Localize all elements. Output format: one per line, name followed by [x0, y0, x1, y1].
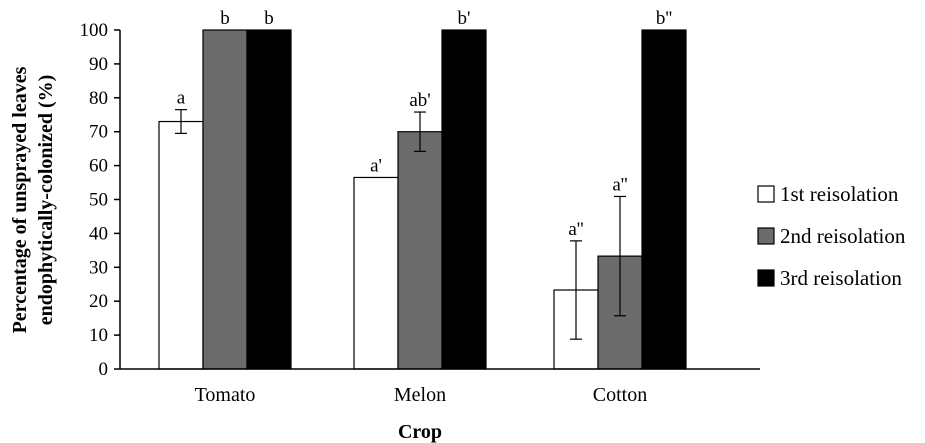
bar-tomato-series-1	[158, 120, 204, 370]
significance-label: a''	[568, 219, 583, 240]
axis-titles: Crop Percentage of unsprayed leaves endo…	[9, 66, 442, 443]
bar-melon-series-1	[353, 176, 399, 370]
significance-label: a	[177, 88, 186, 109]
legend-label-2: 2nd reisolation	[780, 224, 906, 248]
legend-label-1: 1st reisolation	[780, 182, 899, 206]
y-axis: 0 10 20 30 40 50 60 70 80 90 100	[80, 20, 121, 380]
legend-label-3: 3rd reisolation	[780, 266, 902, 290]
legend: 1st reisolation 2nd reisolation 3rd reisol…	[757, 182, 906, 290]
significance-label: b''	[656, 8, 672, 29]
x-category-label: Melon	[394, 384, 446, 406]
y-axis-title-line-2: endophytically-colonized (%)	[35, 75, 57, 326]
y-tick-label: 20	[89, 291, 108, 312]
y-tick-label: 70	[89, 122, 108, 143]
legend-swatch-2	[757, 227, 775, 245]
x-category-label: Tomato	[195, 384, 256, 406]
bar-melon-series-2	[397, 131, 443, 370]
significance-label: ab'	[409, 90, 430, 111]
y-tick-label: 90	[89, 54, 108, 75]
x-axis-title: Crop	[398, 421, 442, 443]
significance-label: a'	[370, 155, 382, 176]
legend-swatch-1	[757, 185, 775, 203]
y-tick-label: 60	[89, 156, 108, 177]
bar-cotton-series-3	[641, 29, 687, 370]
y-tick-label: 10	[89, 325, 108, 346]
x-axis: Tomato Melon Cotton	[120, 368, 760, 406]
y-axis-title-line-1: Percentage of unsprayed leaves	[9, 66, 31, 333]
significance-labels-layer: a a' a'' b ab' a'' b b' b''	[177, 8, 672, 240]
significance-label: a''	[612, 174, 627, 195]
y-tick-label: 100	[80, 20, 109, 41]
bars-layer	[158, 29, 687, 370]
y-tick-label: 30	[89, 257, 108, 278]
bar-melon-series-3	[441, 29, 487, 370]
significance-label: b'	[458, 8, 471, 29]
x-category-label: Cotton	[593, 384, 647, 406]
significance-label: b	[264, 8, 274, 29]
error-bars-layer	[175, 109, 626, 340]
legend-swatch-3	[757, 269, 775, 287]
y-tick-label: 40	[89, 223, 108, 244]
y-tick-label: 50	[89, 190, 108, 211]
y-tick-label: 0	[99, 359, 109, 380]
bar-tomato-series-2	[202, 29, 248, 370]
y-tick-label: 80	[89, 88, 108, 109]
significance-label: b	[220, 8, 230, 29]
bar-tomato-series-3	[246, 29, 292, 370]
